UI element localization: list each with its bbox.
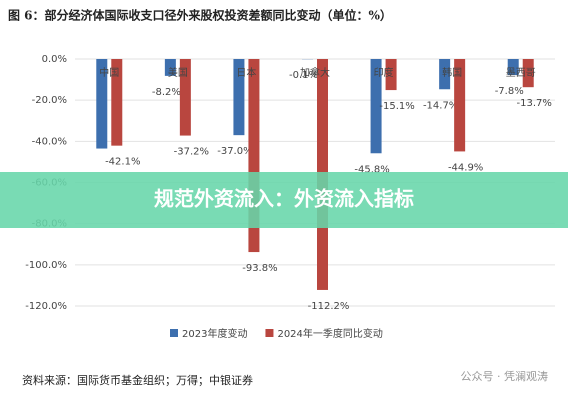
chart-title: 图 6：部分经济体国际收支口径外来股权投资差额同比变动（单位：%） <box>8 8 392 23</box>
overlay-text: 规范外资流入：外资流入指标 <box>154 187 414 211</box>
bar <box>439 59 451 90</box>
bar <box>507 59 519 76</box>
source: 资料来源：国际货币基金组织；万得；中银证券 <box>22 373 253 387</box>
bar <box>454 59 466 152</box>
legend-swatch <box>265 329 274 337</box>
data-label: -7.8% <box>495 86 524 97</box>
bar <box>164 59 176 76</box>
x-tick-label: 加拿大 <box>300 66 330 79</box>
bar <box>385 59 397 91</box>
bar <box>522 59 534 88</box>
x-tick-label: 美国 <box>168 66 188 79</box>
bar <box>370 59 382 154</box>
data-label: -13.7% <box>517 98 552 109</box>
y-tick-label: 0.0% <box>42 54 67 65</box>
bar <box>96 59 108 149</box>
data-label: -93.8% <box>242 263 277 274</box>
overlay-banner <box>0 172 568 228</box>
data-label: -42.1% <box>105 157 140 168</box>
x-tick-label: 韩国 <box>442 66 462 79</box>
y-tick-label: -120.0% <box>25 301 67 312</box>
legend-label: 2023年度变动 <box>182 327 247 340</box>
data-label: -37.2% <box>174 147 209 158</box>
watermark: 公众号 · 凭澜观涛 <box>461 369 549 383</box>
x-tick-label: 日本 <box>236 66 256 79</box>
data-label: -0.1% <box>289 70 318 81</box>
data-label: -15.1% <box>379 101 414 112</box>
x-tick-label: 中国 <box>99 66 119 79</box>
legend-label: 2024年一季度同比变动 <box>277 327 382 340</box>
y-tick-label: -40.0% <box>32 136 67 147</box>
data-label: -44.9% <box>448 162 483 173</box>
data-label: -8.2% <box>152 87 181 98</box>
x-tick-label: 墨西哥 <box>506 67 536 79</box>
x-tick-label: 印度 <box>374 66 394 79</box>
legend-swatch <box>170 329 178 337</box>
data-label: -14.7% <box>423 100 458 111</box>
y-tick-label: -20.0% <box>32 95 67 106</box>
bar <box>248 59 260 253</box>
bar <box>179 59 191 136</box>
bar <box>233 59 245 136</box>
data-label: -45.8% <box>354 164 389 175</box>
data-label: -37.0% <box>217 146 252 157</box>
data-label: -112.2% <box>308 301 350 312</box>
y-tick-label: -100.0% <box>25 260 67 271</box>
bar <box>111 59 123 146</box>
